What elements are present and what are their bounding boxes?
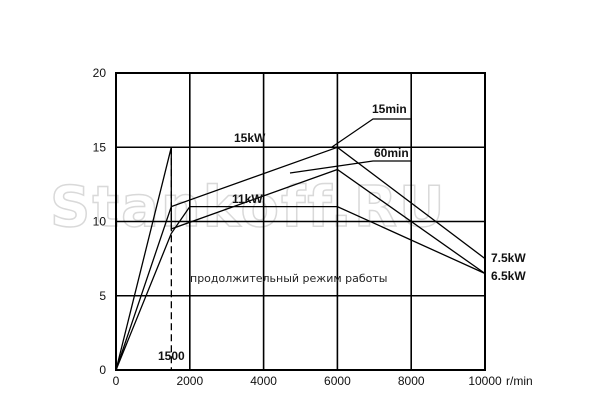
x-axis-label: r/min — [506, 374, 533, 388]
x-tick-label: 10000 — [468, 374, 502, 388]
continuous-mode-label: продолжительный режим работы — [190, 272, 387, 285]
x-tick-label: 0 — [113, 374, 120, 388]
leader-60min — [289, 160, 412, 174]
label-7-5kw: 7.5kW — [491, 251, 526, 265]
series-line-3 — [115, 205, 486, 371]
annotation-lines — [170, 118, 412, 370]
y-tick-label: 0 — [99, 363, 106, 377]
label-11kw: 11kW — [232, 192, 263, 206]
x-axis-ticks: 0 2000 4000 6000 8000 10000 — [113, 374, 502, 388]
y-tick-label: 10 — [93, 215, 107, 229]
label-15kw: 15kW — [234, 131, 266, 145]
x-tick-label: 4000 — [250, 374, 277, 388]
label-60min: 60min — [374, 146, 409, 160]
label-1500: 1500 — [158, 349, 185, 363]
x-tick-label: 2000 — [176, 374, 203, 388]
x-tick-label: 6000 — [324, 374, 351, 388]
label-15min: 15min — [372, 102, 407, 116]
grid — [116, 73, 485, 370]
y-axis-ticks: 0 5 10 15 20 — [93, 66, 107, 377]
y-tick-label: 5 — [99, 289, 106, 303]
y-tick-label: 20 — [93, 66, 107, 80]
y-tick-label: 15 — [93, 140, 107, 154]
plot-frame — [115, 72, 486, 371]
plot-border — [115, 72, 486, 371]
x-tick-label: 8000 — [398, 374, 425, 388]
leader-15min — [331, 118, 412, 148]
label-6-5kw: 6.5kW — [491, 269, 526, 283]
